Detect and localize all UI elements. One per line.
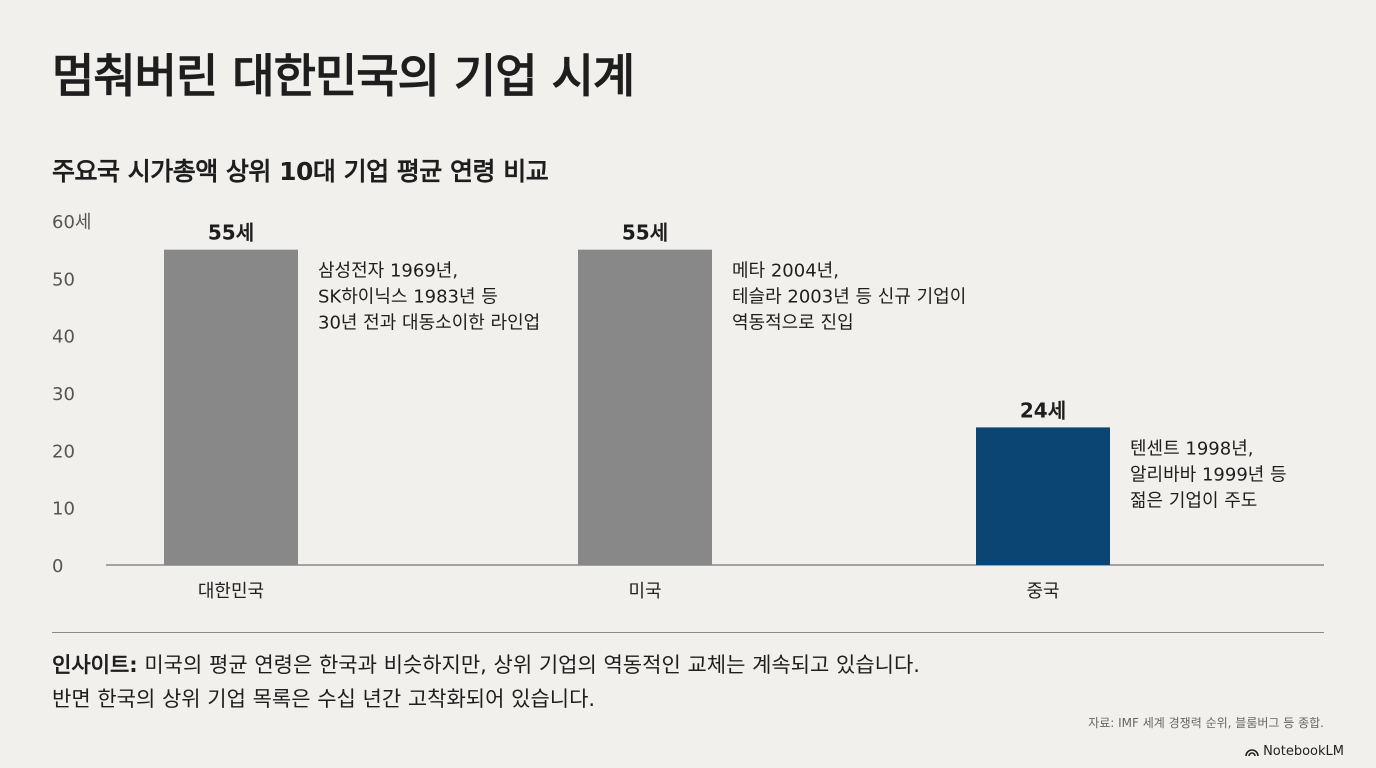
bar-annotation: 30년 전과 대동소이한 라인업 — [318, 313, 540, 334]
y-tick-label: 0 — [52, 556, 63, 577]
bar-value-label: 55세 — [622, 221, 668, 245]
brand: NotebookLM — [1245, 744, 1344, 759]
y-tick-label: 30 — [52, 384, 75, 405]
bar-annotation: 역동적으로 진입 — [732, 313, 854, 334]
brand-name: NotebookLM — [1263, 744, 1344, 759]
insight-line-1: 미국의 평균 연령은 한국과 비슷하지만, 상위 기업의 역동적인 교체는 계속… — [137, 653, 920, 677]
bar-annotation: 알리바바 1999년 등 — [1130, 464, 1287, 485]
chart-title: 주요국 시가총액 상위 10대 기업 평균 연령 비교 — [52, 157, 549, 186]
bar — [976, 427, 1110, 565]
insight-text: 인사이트: 미국의 평균 연령은 한국과 비슷하지만, 상위 기업의 역동적인 … — [52, 648, 1052, 716]
bar-value-label: 55세 — [208, 221, 254, 245]
divider — [52, 632, 1324, 633]
bar-value-label: 24세 — [1020, 398, 1066, 422]
y-tick-label: 20 — [52, 441, 75, 462]
source-note: 자료: IMF 세계 경쟁력 순위, 블룸버그 등 종합. — [1088, 716, 1324, 730]
bar-annotation: 텐센트 1998년, — [1130, 438, 1254, 459]
x-tick-label: 대한민국 — [198, 581, 264, 602]
x-tick-label: 미국 — [628, 581, 661, 602]
insight-line-2: 반면 한국의 상위 기업 목록은 수십 년간 고착화되어 있습니다. — [52, 687, 596, 711]
notebooklm-logo-icon — [1245, 748, 1259, 756]
bar-annotation: 젊은 기업이 주도 — [1130, 490, 1257, 511]
x-tick-label: 중국 — [1026, 581, 1059, 602]
y-tick-label: 50 — [52, 269, 75, 290]
bar-annotation: SK하이닉스 1983년 등 — [318, 287, 498, 308]
bar — [578, 249, 712, 565]
bar-annotation: 테슬라 2003년 등 신규 기업이 — [732, 287, 966, 308]
bar-annotation: 삼성전자 1969년, — [318, 261, 458, 282]
main-title: 멈춰버린 대한민국의 기업 시계 — [52, 49, 635, 103]
insight-label: 인사이트: — [52, 653, 138, 677]
bar-annotation: 메타 2004년, — [732, 261, 839, 282]
bar — [164, 249, 298, 565]
y-tick-label: 60세 — [52, 212, 91, 233]
y-tick-label: 10 — [52, 499, 75, 520]
y-tick-label: 40 — [52, 327, 75, 348]
